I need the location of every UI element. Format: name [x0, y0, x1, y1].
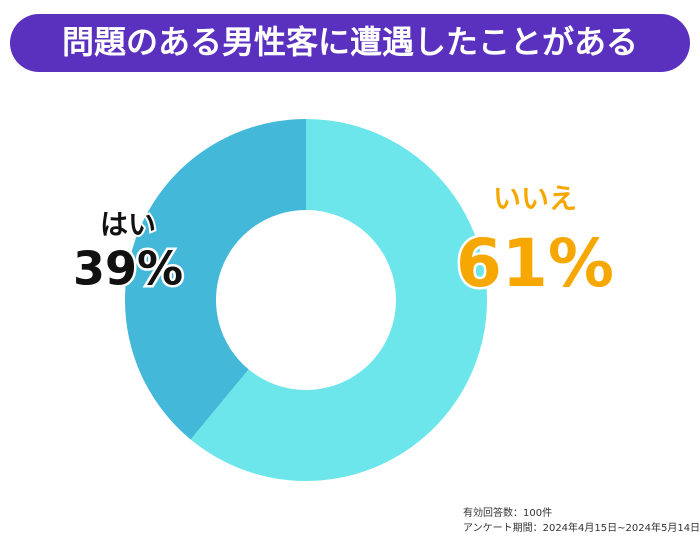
note: 有効回答数：100件	[463, 506, 552, 519]
donut-slice	[190, 119, 488, 481]
donut-slice	[125, 119, 307, 440]
category-label: いいえ	[493, 182, 577, 215]
value-label: 39%	[73, 242, 183, 296]
chart-title: 問題のある男性客に遭遇したことがある	[62, 23, 638, 61]
category-label: はい	[100, 208, 156, 241]
note: アンケート期間：2024年4月15日~2024年5月14日	[463, 521, 700, 534]
value-label: 61%	[456, 225, 614, 302]
title-bar	[10, 14, 690, 72]
